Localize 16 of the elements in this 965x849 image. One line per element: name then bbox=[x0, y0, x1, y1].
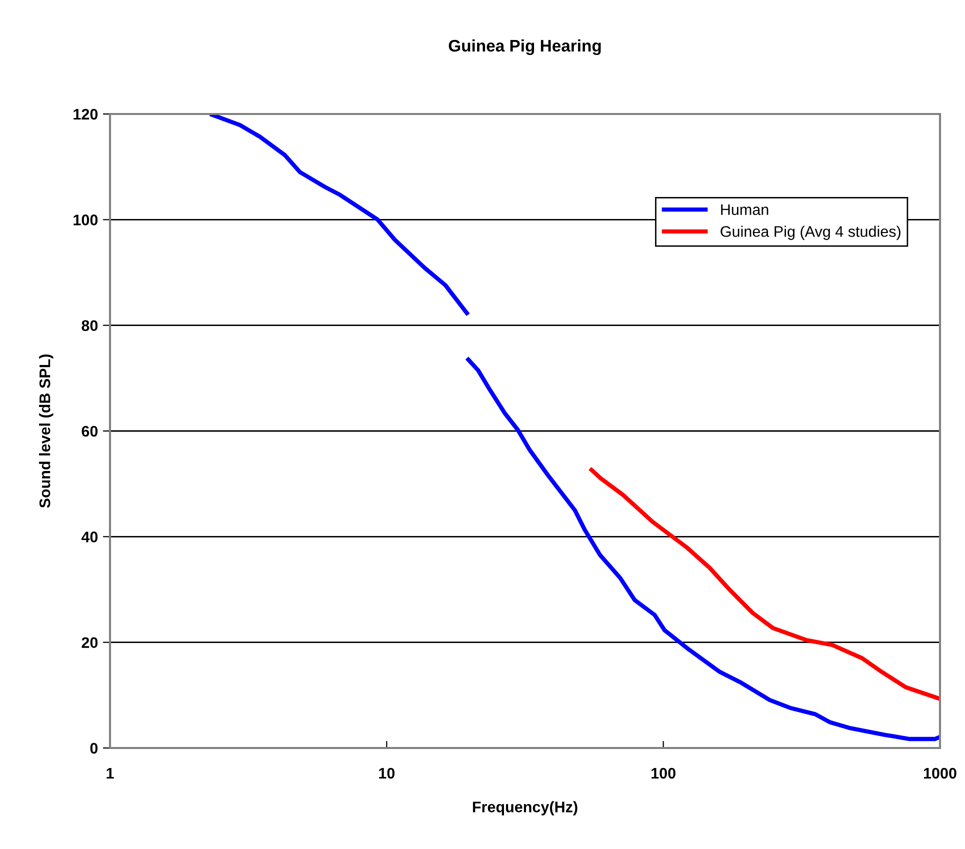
y-tick-label: 0 bbox=[90, 742, 98, 754]
legend-label: Human bbox=[721, 204, 768, 216]
y-axis-title: Sound level (dB SPL) bbox=[39, 354, 54, 508]
y-tick-label: 40 bbox=[81, 532, 98, 542]
x-tick-label: 1 bbox=[106, 768, 114, 779]
x-axis-title: Frequency(Hz) bbox=[472, 801, 578, 816]
y-tick-label: 20 bbox=[82, 637, 98, 648]
x-tick-label: 100 bbox=[652, 768, 676, 779]
y-tick-label: 80 bbox=[82, 320, 98, 332]
chart-title: Guinea Pig Hearing bbox=[448, 39, 601, 56]
x-tick-label: 1000 bbox=[924, 768, 956, 779]
y-tick-label: 100 bbox=[74, 214, 98, 226]
legend-label: Guinea Pig (Avg 4 studies) bbox=[720, 226, 900, 240]
y-tick-label: 60 bbox=[82, 426, 98, 437]
y-tick-label: 120 bbox=[74, 108, 98, 120]
x-tick-label: 10 bbox=[379, 768, 395, 779]
